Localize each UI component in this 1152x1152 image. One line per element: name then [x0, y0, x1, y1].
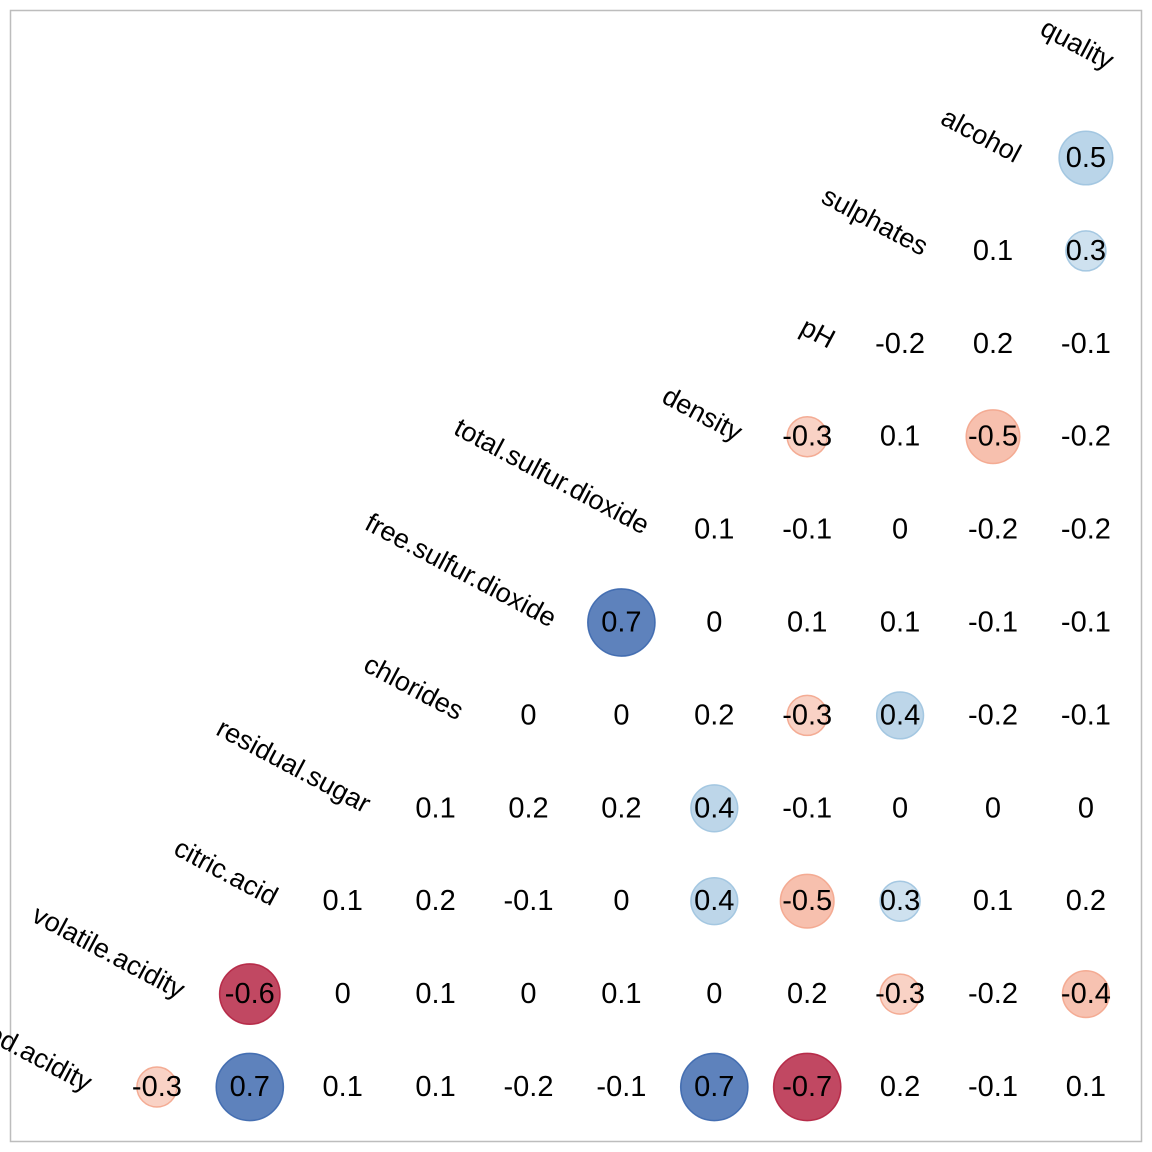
corr-value-total-sulfur-dioxide-ph: -0.1	[782, 514, 832, 546]
corr-circle-chlorides-sulphates	[875, 691, 925, 740]
corr-value-volatile-acidity-total-sulfur-dioxide: 0.1	[601, 978, 641, 1010]
corr-value-density-alcohol: -0.5	[968, 421, 1018, 453]
circles-layer	[136, 130, 1114, 1122]
corr-value-citric-acid-residual-sugar: 0.1	[323, 885, 363, 917]
corr-value-fixed-acidity-citric-acid: 0.7	[230, 1071, 270, 1103]
corr-value-citric-acid-free-sulfur-dioxide: -0.1	[504, 885, 554, 917]
corr-value-free-sulfur-dioxide-total-sulfur-dioxide: 0.7	[601, 607, 641, 639]
corr-circle-residual-sugar-density	[690, 784, 739, 833]
corr-value-ph-sulphates: -0.2	[875, 328, 925, 360]
corr-value-chlorides-free-sulfur-dioxide: 0	[520, 699, 536, 731]
corr-value-citric-acid-alcohol: 0.1	[973, 885, 1013, 917]
corr-circle-fixed-acidity-volatile-acidity	[136, 1066, 178, 1108]
corr-value-volatile-acidity-chlorides: 0.1	[415, 978, 455, 1010]
corr-circle-sulphates-quality	[1065, 230, 1107, 272]
corr-value-chlorides-sulphates: 0.4	[880, 699, 920, 731]
corr-value-free-sulfur-dioxide-alcohol: -0.1	[968, 607, 1018, 639]
corr-circle-fixed-acidity-density	[679, 1052, 749, 1122]
corr-value-residual-sugar-ph: -0.1	[782, 792, 832, 824]
corr-value-citric-acid-total-sulfur-dioxide: 0	[613, 885, 629, 917]
chart-frame	[9, 9, 1143, 1143]
corr-value-free-sulfur-dioxide-ph: 0.1	[787, 607, 827, 639]
corr-value-total-sulfur-dioxide-alcohol: -0.2	[968, 514, 1018, 546]
corr-value-citric-acid-density: 0.4	[694, 885, 734, 917]
corr-circle-chlorides-ph	[786, 694, 828, 737]
corr-value-fixed-acidity-density: 0.7	[694, 1071, 734, 1103]
corr-circle-alcohol-quality	[1058, 130, 1114, 186]
corr-value-citric-acid-chlorides: 0.2	[415, 885, 455, 917]
corr-value-residual-sugar-sulphates: 0	[892, 792, 908, 824]
corr-value-fixed-acidity-volatile-acidity: -0.3	[132, 1071, 182, 1103]
corr-value-volatile-acidity-ph: 0.2	[787, 978, 827, 1010]
value-labels: -0.3 0.7 0.1 0.1 -0.2 -0.1 0.7 -0.7 0.2 -0.1 0.1 -0…	[132, 142, 1111, 1103]
corr-value-residual-sugar-alcohol: 0	[985, 792, 1001, 824]
corr-value-volatile-acidity-alcohol: -0.2	[968, 978, 1018, 1010]
corr-circle-volatile-acidity-citric-acid	[218, 963, 281, 1026]
corr-circle-volatile-acidity-quality	[1061, 969, 1111, 1019]
corr-circle-fixed-acidity-citric-acid	[215, 1052, 285, 1122]
corr-circle-free-sulfur-dioxide-total-sulfur-dioxide	[587, 588, 656, 657]
corr-value-fixed-acidity-ph: -0.7	[782, 1071, 832, 1103]
corr-value-fixed-acidity-residual-sugar: 0.1	[323, 1071, 363, 1103]
corr-value-citric-acid-quality: 0.2	[1066, 885, 1106, 917]
corr-circle-citric-acid-density	[690, 877, 739, 926]
corr-value-ph-quality: -0.1	[1061, 328, 1111, 360]
corr-value-fixed-acidity-chlorides: 0.1	[415, 1071, 455, 1103]
corr-value-total-sulfur-dioxide-quality: -0.2	[1061, 514, 1111, 546]
corr-value-ph-alcohol: 0.2	[973, 328, 1013, 360]
corr-value-residual-sugar-chlorides: 0.1	[415, 792, 455, 824]
corr-circle-volatile-acidity-sulphates	[879, 973, 921, 1015]
corr-value-chlorides-total-sulfur-dioxide: 0	[613, 699, 629, 731]
corr-circle-density-alcohol	[965, 409, 1021, 465]
corr-value-volatile-acidity-sulphates: -0.3	[875, 978, 925, 1010]
corr-value-chlorides-ph: -0.3	[782, 699, 832, 731]
corr-value-volatile-acidity-density: 0	[706, 978, 722, 1010]
corr-value-fixed-acidity-free-sulfur-dioxide: -0.2	[504, 1071, 554, 1103]
corr-value-residual-sugar-quality: 0	[1078, 792, 1094, 824]
corr-value-density-sulphates: 0.1	[880, 421, 920, 453]
corr-value-residual-sugar-free-sulfur-dioxide: 0.2	[508, 792, 548, 824]
corr-value-volatile-acidity-citric-acid: -0.6	[225, 978, 275, 1010]
corr-value-fixed-acidity-alcohol: -0.1	[968, 1071, 1018, 1103]
corr-value-density-ph: -0.3	[782, 421, 832, 453]
corr-circle-citric-acid-sulphates	[879, 880, 921, 922]
corr-value-free-sulfur-dioxide-sulphates: 0.1	[880, 607, 920, 639]
corr-value-sulphates-quality: 0.3	[1066, 235, 1106, 267]
corr-value-chlorides-alcohol: -0.2	[968, 699, 1018, 731]
corr-value-volatile-acidity-quality: -0.4	[1061, 978, 1111, 1010]
corr-value-volatile-acidity-residual-sugar: 0	[335, 978, 351, 1010]
corr-value-fixed-acidity-quality: 0.1	[1066, 1071, 1106, 1103]
corr-value-chlorides-quality: -0.1	[1061, 699, 1111, 731]
corr-value-density-quality: -0.2	[1061, 421, 1111, 453]
corr-value-citric-acid-ph: -0.5	[782, 885, 832, 917]
corr-value-fixed-acidity-sulphates: 0.2	[880, 1071, 920, 1103]
corr-value-alcohol-quality: 0.5	[1066, 142, 1106, 174]
corr-value-fixed-acidity-total-sulfur-dioxide: -0.1	[596, 1071, 646, 1103]
corr-value-sulphates-alcohol: 0.1	[973, 235, 1013, 267]
corr-value-free-sulfur-dioxide-quality: -0.1	[1061, 607, 1111, 639]
corr-value-residual-sugar-total-sulfur-dioxide: 0.2	[601, 792, 641, 824]
corr-value-total-sulfur-dioxide-sulphates: 0	[892, 514, 908, 546]
corr-value-free-sulfur-dioxide-density: 0	[706, 607, 722, 639]
corr-circle-density-ph	[786, 415, 828, 458]
corr-circle-fixed-acidity-ph	[772, 1052, 842, 1122]
corr-value-residual-sugar-density: 0.4	[694, 792, 734, 824]
corr-circle-citric-acid-ph	[779, 873, 835, 929]
corr-value-citric-acid-sulphates: 0.3	[880, 885, 920, 917]
corr-value-volatile-acidity-free-sulfur-dioxide: 0	[520, 978, 536, 1010]
corr-value-chlorides-density: 0.2	[694, 699, 734, 731]
corr-value-total-sulfur-dioxide-density: 0.1	[694, 514, 734, 546]
